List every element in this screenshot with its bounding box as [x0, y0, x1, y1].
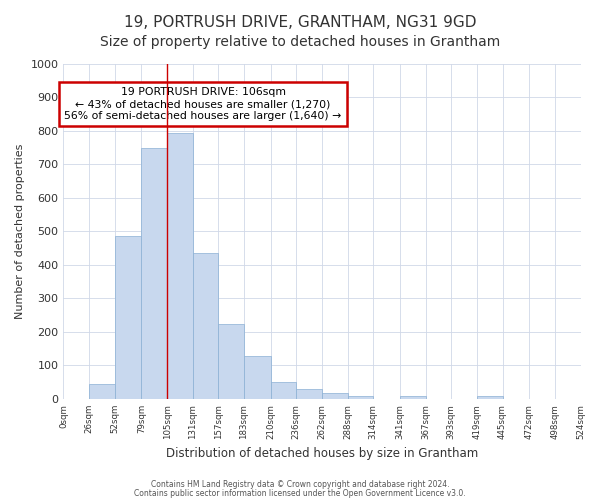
Bar: [400, 396, 425, 399]
X-axis label: Distribution of detached houses by size in Grantham: Distribution of detached houses by size …: [166, 447, 478, 460]
Bar: [167, 134, 193, 399]
Bar: [347, 396, 373, 399]
Bar: [142, 148, 167, 399]
Bar: [296, 389, 322, 399]
Bar: [244, 356, 271, 399]
Text: Contains public sector information licensed under the Open Government Licence v3: Contains public sector information licen…: [134, 488, 466, 498]
Bar: [89, 384, 115, 399]
Bar: [271, 382, 296, 399]
Bar: [477, 396, 503, 399]
Bar: [218, 324, 244, 399]
Text: 19 PORTRUSH DRIVE: 106sqm
← 43% of detached houses are smaller (1,270)
56% of se: 19 PORTRUSH DRIVE: 106sqm ← 43% of detac…: [64, 88, 341, 120]
Y-axis label: Number of detached properties: Number of detached properties: [15, 144, 25, 319]
Text: Size of property relative to detached houses in Grantham: Size of property relative to detached ho…: [100, 35, 500, 49]
Text: 19, PORTRUSH DRIVE, GRANTHAM, NG31 9GD: 19, PORTRUSH DRIVE, GRANTHAM, NG31 9GD: [124, 15, 476, 30]
Bar: [322, 393, 347, 399]
Bar: [193, 253, 218, 399]
Bar: [115, 236, 142, 399]
Text: Contains HM Land Registry data © Crown copyright and database right 2024.: Contains HM Land Registry data © Crown c…: [151, 480, 449, 489]
